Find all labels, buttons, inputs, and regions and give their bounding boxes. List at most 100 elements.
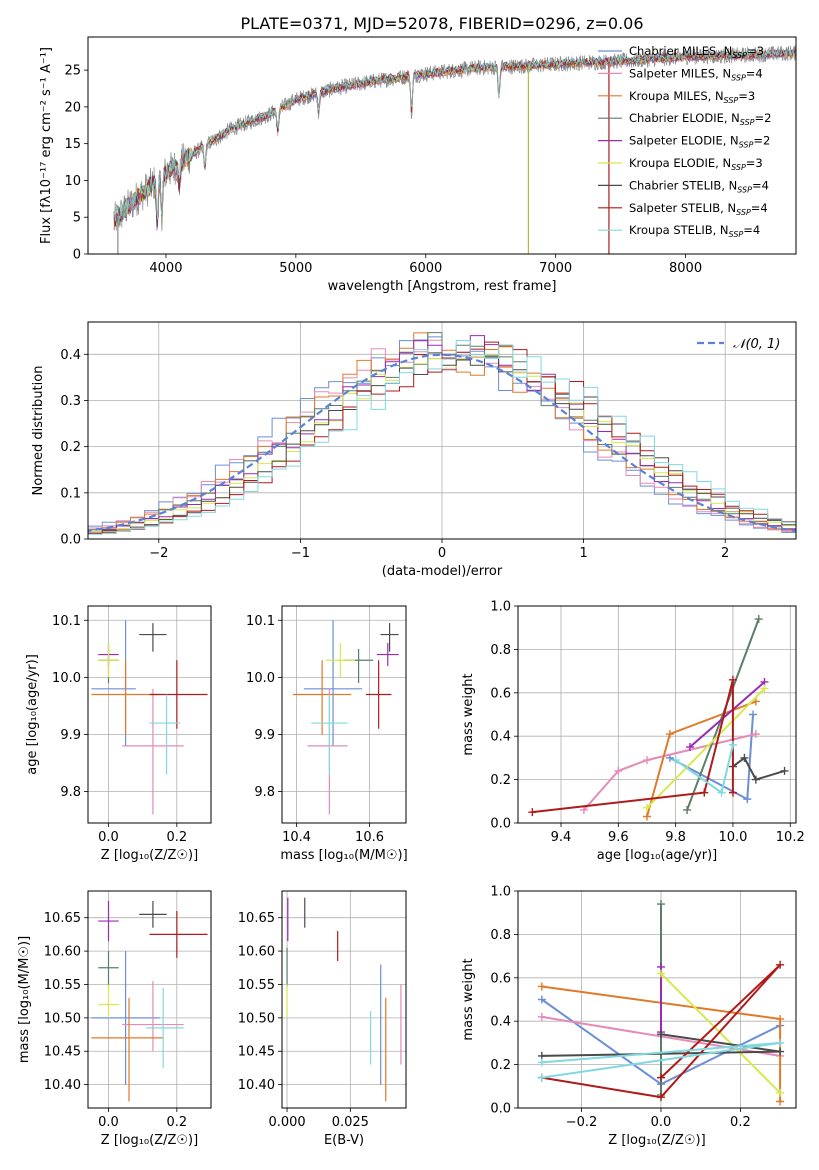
legend-label-main: Salpeter MILES, N — [629, 66, 731, 80]
errorbar-chabrier-miles — [303, 620, 363, 746]
errorbar-chabrier-stelib — [139, 901, 167, 928]
y-tick-label: 15 — [64, 137, 81, 152]
weight-marker — [776, 1038, 785, 1047]
y-tick-label: 0.6 — [490, 971, 511, 986]
gaussian-legend-label: 𝒩(0, 1) — [733, 337, 780, 352]
weight-marker — [656, 900, 665, 909]
x-tick-label: 0.0 — [651, 1115, 672, 1130]
weight-marker — [751, 775, 760, 784]
x-tick-label: 0.2 — [166, 1115, 187, 1130]
y-tick-label: 5 — [73, 211, 81, 226]
weights-kroupa-stelib — [671, 740, 737, 797]
errorbar-kroupa-elodie — [325, 643, 355, 678]
weight-marker — [683, 805, 692, 814]
y-axis-label: mass [log₁₀(M/M☉)] — [17, 936, 32, 1063]
y-axis-label: age [log₁₀(age/yr)] — [25, 654, 40, 775]
weight-marker — [665, 730, 674, 739]
y-tick-label: 0.8 — [490, 928, 511, 943]
legend-label: Chabrier MILES, NSSP=3 — [629, 44, 764, 60]
errorbar-chabrier-stelib — [380, 623, 399, 652]
x-tick-label: 0.0 — [98, 830, 119, 845]
errorbar-kroupa-miles — [91, 660, 160, 735]
weight-line — [646, 687, 766, 809]
axes-frame — [281, 890, 407, 1109]
errorbar-salpeter-miles — [122, 981, 184, 1052]
errorbar-kroupa-elodie — [98, 984, 119, 1018]
y-tick-label: 0.3 — [60, 394, 81, 409]
legend-label-n: =4 — [752, 178, 769, 192]
y-tick-label: 20 — [64, 100, 81, 115]
weight-marker — [656, 969, 665, 978]
weight-marker — [776, 1097, 785, 1106]
y-tick-label: 0.1 — [60, 486, 81, 501]
plot-area — [88, 332, 796, 535]
legend-label-n: =3 — [747, 44, 764, 58]
x-axis-label: (data-model)/error — [382, 564, 503, 579]
y-axis-label: Normed distribution — [31, 366, 46, 496]
weight-marker — [776, 960, 785, 969]
y-axis-label: mass weight — [461, 958, 476, 1040]
weights-kroupa-elodie — [642, 684, 769, 812]
y-tick-label: 0.8 — [490, 643, 511, 658]
weight-marker — [656, 1073, 665, 1082]
errorbar-chabrier-miles — [91, 951, 160, 1085]
x-tick-label: 10.6 — [355, 830, 384, 845]
weight-marker — [776, 1015, 785, 1024]
weight-marker — [537, 1012, 546, 1021]
legend-label-main: Kroupa STELIB, N — [629, 223, 729, 237]
age-vs-mass-panel: 10.4 10.6 9.8 9.9 10.0 10.1 mass [log₁₀(M/M☉)] — [246, 605, 408, 863]
plot-area — [91, 901, 208, 1102]
weight-marker — [749, 710, 758, 719]
weight-marker — [776, 1047, 785, 1056]
errorbar-kroupa-miles — [292, 660, 352, 735]
x-tick-label: 6000 — [409, 261, 442, 276]
weight-line — [532, 679, 734, 814]
y-tick-label: 0.4 — [490, 1015, 511, 1030]
legend-label-n: =2 — [755, 111, 772, 125]
axes: −0.2 0.0 0.2 0.0 0.2 0.4 0.6 0.8 1.0 Z [log₁₀(Z/Z… — [461, 885, 797, 1148]
x-tick-label: 10.0 — [718, 830, 747, 845]
x-tick-label: 7000 — [539, 261, 572, 276]
errorbar-chabrier-miles — [91, 620, 136, 746]
x-tick-label: 0 — [438, 546, 446, 561]
y-tick-label: 0.4 — [490, 730, 511, 745]
grid — [282, 606, 406, 823]
model-spectrum-kroupa-stelib — [113, 48, 796, 223]
y-tick-label: 0.0 — [60, 533, 81, 548]
legend-label-sub: SSP — [731, 163, 746, 172]
x-axis-label: wavelength [Angstrom, rest frame] — [328, 279, 557, 294]
legend-label-n: =4 — [751, 201, 768, 215]
y-tick-label: 10.55 — [238, 978, 275, 993]
axes-frame — [87, 605, 212, 824]
y-tick-label: 10.65 — [238, 911, 275, 926]
weight-marker — [537, 1058, 546, 1067]
y-tick-label: 10.55 — [44, 978, 81, 993]
legend-label-sub: SSP — [729, 230, 744, 239]
legend-label-n: =4 — [746, 66, 763, 80]
y-tick-label: 1.0 — [490, 600, 511, 615]
axes: 9.4 9.6 9.8 10.0 10.2 0.0 0.2 0.4 0.6 0.8 1.0 age [… — [461, 600, 805, 864]
errorbar-salpeter-stelib — [149, 660, 208, 729]
y-tick-label: 10.40 — [44, 1078, 81, 1093]
legend-label: Chabrier ELODIE, NSSP=2 — [629, 111, 771, 127]
y-tick-label: 0.2 — [490, 1058, 511, 1073]
x-tick-label: 9.4 — [551, 830, 572, 845]
legend-label-main: Salpeter STELIB, N — [629, 201, 736, 215]
weights-chabrier-stelib — [728, 753, 789, 784]
x-tick-label: 10.4 — [282, 830, 311, 845]
x-tick-label: 1 — [579, 546, 587, 561]
weight-marker — [780, 766, 789, 775]
weight-marker — [776, 1088, 785, 1097]
x-tick-label: −2 — [149, 546, 168, 561]
errorbar-kroupa-miles — [91, 997, 164, 1102]
weights-chabrier-elodie — [683, 615, 763, 814]
errorbar-salpeter-elodie — [98, 901, 119, 942]
legend-label: Salpeter MILES, NSSP=4 — [629, 66, 763, 82]
errorbar-kroupa-stelib — [311, 694, 348, 775]
grid — [282, 891, 406, 1108]
weights-kroupa-miles — [642, 697, 760, 821]
y-tick-label: 0.0 — [490, 1102, 511, 1117]
x-tick-label: −0.2 — [566, 1115, 598, 1130]
errorbar-salpeter-elodie — [376, 643, 399, 666]
weight-marker — [656, 1030, 665, 1039]
